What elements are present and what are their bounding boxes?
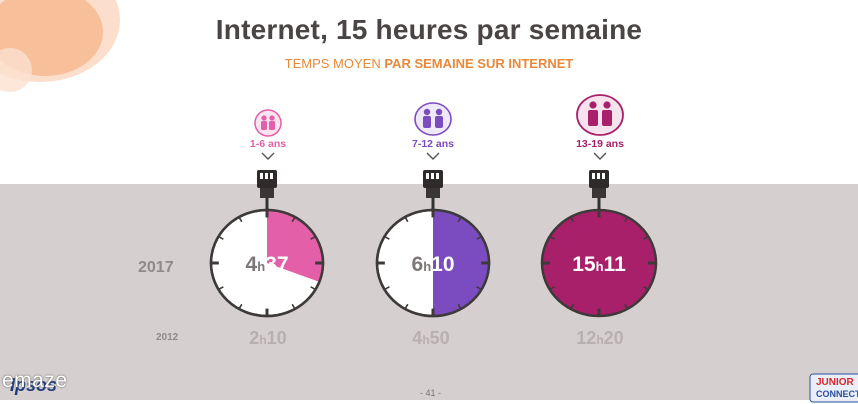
previous-time-1-6: 2h10 [213, 328, 323, 349]
clock-rim [375, 208, 491, 318]
clock-tick [291, 217, 296, 223]
clock-tick [218, 236, 224, 240]
clock-tick [643, 286, 649, 290]
clock-tick [291, 303, 296, 309]
clock-tick [457, 217, 462, 223]
clock-tick [570, 217, 575, 223]
kids-pair-icon [414, 102, 452, 136]
subtitle-emphasis: PAR SEMAINE SUR INTERNET [384, 56, 574, 71]
prev-hours: 2 [249, 328, 260, 348]
previous-time-13-19: 12h20 [545, 328, 655, 349]
clock-tick [476, 236, 482, 240]
clock-face [540, 208, 658, 318]
clock-tick [623, 217, 628, 223]
chevron-down-icon [593, 152, 607, 160]
subtitle-prefix: TEMPS MOYEN [284, 56, 385, 71]
clock-tick [218, 286, 224, 290]
junior-connect-logo-text-1: JUNIOR [816, 377, 855, 388]
year-previous-label: 2012 [156, 332, 179, 343]
hour-unit: h [596, 333, 604, 347]
clock-tick [549, 236, 555, 240]
year-current-label: 2017 [138, 259, 174, 276]
chevron-down-icon [261, 152, 275, 160]
prev-hours: 4 [412, 328, 423, 348]
current-time-7-12 ans: 6h10 [412, 253, 455, 276]
prev-hours: 12 [576, 328, 597, 348]
child-pair-icon [254, 109, 282, 137]
clock-tick [623, 303, 628, 309]
clock-tick [476, 286, 482, 290]
page-subtitle: TEMPS MOYEN PAR SEMAINE SUR INTERNET [0, 56, 858, 71]
plug-neck [260, 188, 274, 198]
clock-tick [404, 303, 409, 309]
plug-pin [431, 173, 434, 179]
clock-tick [404, 217, 409, 223]
plug-pin [426, 173, 429, 179]
clock-tick [310, 236, 316, 240]
previous-time-7-12: 4h50 [376, 328, 486, 349]
age-label-13-19: 13-19 ans [576, 138, 624, 150]
age-label-7-12: 7-12 ans [411, 138, 455, 150]
clock-tick [384, 286, 390, 290]
clock-tick [570, 303, 575, 309]
clock-tick [549, 286, 555, 290]
clock-tick [643, 236, 649, 240]
plug-pin [270, 173, 273, 179]
prev-minutes: 50 [429, 328, 450, 348]
clock-rim [209, 208, 325, 318]
page-title: Internet, 15 heures par semaine [215, 14, 643, 45]
plug-neck [426, 188, 440, 198]
page-number: - 41 - [420, 388, 442, 398]
chevron-down-icon [426, 152, 440, 160]
junior-connect-logo-text-2: CONNECT [816, 389, 858, 399]
plug-pin [597, 173, 600, 179]
hour-unit: h [259, 333, 267, 347]
emaze-watermark: emaze [2, 369, 68, 392]
clock-tick [310, 286, 316, 290]
age-label-1-6: 1-6 ans [249, 138, 287, 150]
clock-tick [238, 303, 243, 309]
junior-connect-logo: JUNIOR CONNECT [809, 373, 858, 403]
plug-pin [265, 173, 268, 179]
teens-pair-icon [576, 94, 624, 136]
ipsos-logo: Ipsos [10, 375, 58, 395]
current-time-13-19 ans: 15h11 [572, 253, 626, 276]
corner-decoration [0, 0, 120, 92]
clock-fill-wedge [433, 210, 489, 316]
prev-minutes: 20 [603, 328, 624, 348]
clock-tick [384, 236, 390, 240]
prev-minutes: 10 [266, 328, 287, 348]
plug-pin [592, 173, 595, 179]
plug-neck [592, 188, 606, 198]
hour-unit: h [422, 333, 430, 347]
current-time-1-6 ans: 4h37 [246, 253, 289, 276]
clock-tick [457, 303, 462, 309]
plug-pin [260, 173, 263, 179]
time-clocks: 4h37 6h10 15h11 [209, 170, 658, 318]
clock-tick [238, 217, 243, 223]
plug-pin [436, 173, 439, 179]
plug-pin [602, 173, 605, 179]
top-band [0, 0, 858, 184]
